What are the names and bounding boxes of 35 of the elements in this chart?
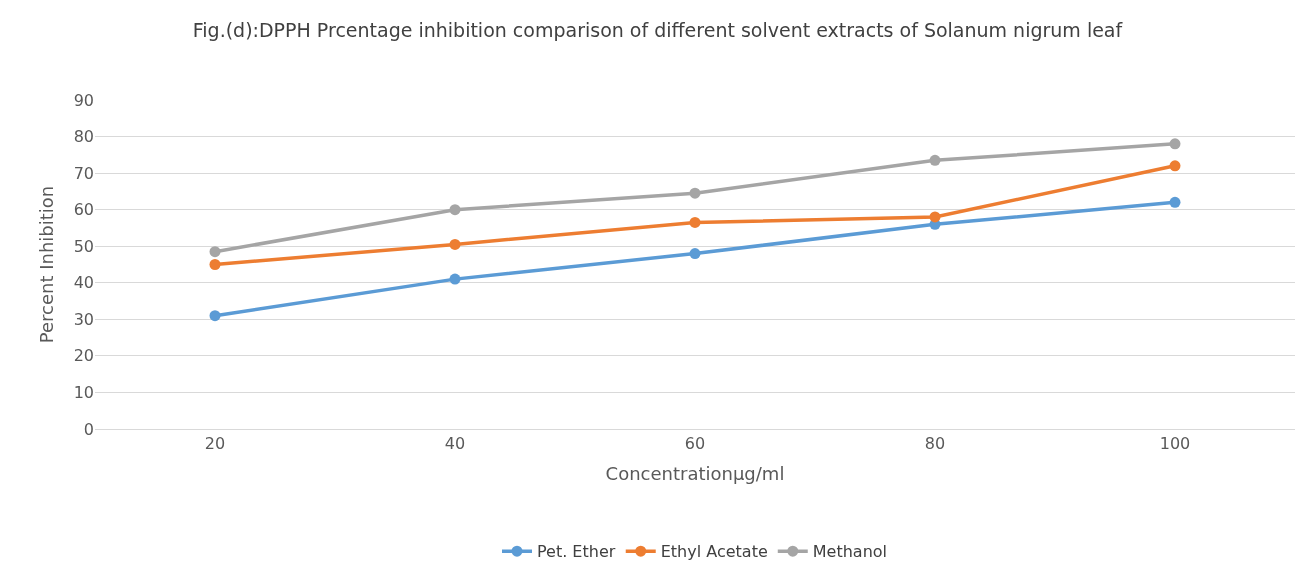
point (209, 310, 221, 322)
legend-label: Methanol (812, 542, 888, 562)
y-tick-label: 90 (73, 90, 94, 110)
y-tick-label: 80 (73, 127, 94, 147)
point (689, 248, 701, 260)
x-tick-label: 40 (444, 434, 466, 454)
y-tick-label: 70 (73, 163, 94, 183)
point (1169, 160, 1181, 172)
y-axis-title: Percent Inhibition (35, 185, 57, 344)
point (689, 216, 701, 228)
point (1169, 138, 1181, 150)
x-tick-label: 20 (204, 434, 226, 454)
y-tick-label: 40 (73, 273, 94, 293)
point (449, 238, 461, 250)
y-tick-label: 20 (73, 346, 94, 366)
point (689, 187, 701, 199)
y-tick-label: 50 (73, 236, 94, 256)
legend-label: Pet. Ether (537, 542, 616, 562)
point (929, 154, 941, 166)
point (929, 211, 941, 223)
x-axis-title: Concentrationµg/ml (605, 463, 785, 485)
chart-title: Fig.(d):DPPH Prcentage inhibition comparison of different solvent extracts of Solanum nigrum leaf (192, 18, 1124, 41)
y-tick-label: 60 (73, 200, 94, 220)
point (1169, 196, 1181, 208)
point (209, 246, 221, 258)
legend-label: Ethyl Acetate (660, 542, 768, 562)
x-tick-label: 100 (1159, 434, 1191, 454)
point (209, 259, 221, 270)
point (449, 204, 461, 216)
y-tick-label: 10 (73, 383, 94, 403)
y-tick-label: 30 (73, 309, 94, 329)
point (449, 273, 461, 285)
y-tick-label: 0 (83, 419, 94, 439)
x-tick-label: 80 (924, 434, 946, 454)
x-tick-label: 60 (684, 434, 706, 454)
